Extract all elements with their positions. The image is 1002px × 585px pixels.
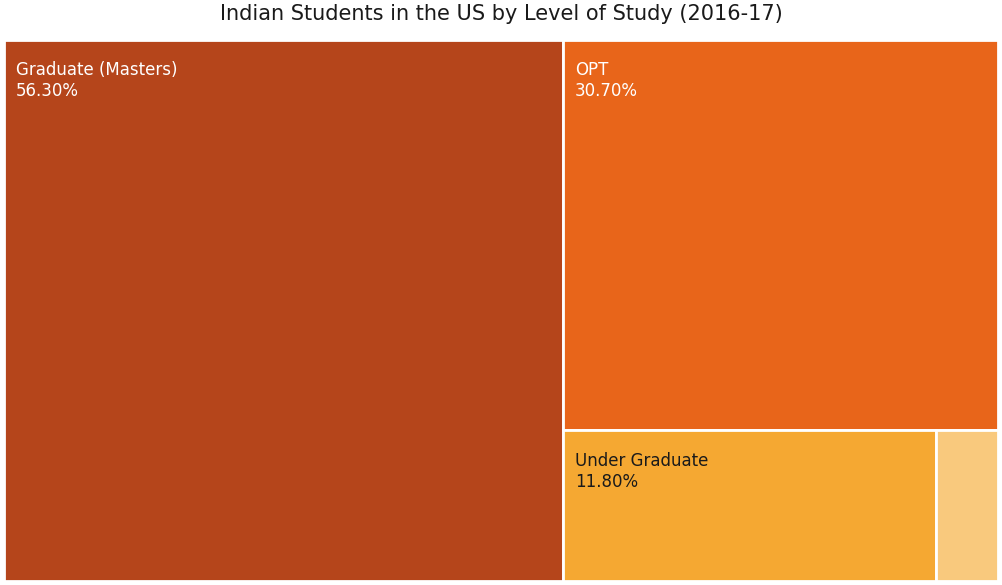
Text: Graduate (Masters)
56.30%: Graduate (Masters) 56.30% bbox=[16, 61, 177, 100]
Bar bbox=[563, 40, 998, 431]
Text: OPT
30.70%: OPT 30.70% bbox=[575, 61, 638, 100]
Bar bbox=[563, 431, 936, 581]
Text: Under Graduate
11.80%: Under Graduate 11.80% bbox=[575, 452, 708, 491]
Bar bbox=[4, 40, 563, 581]
Bar bbox=[936, 431, 998, 581]
Title: Indian Students in the US by Level of Study (2016-17): Indian Students in the US by Level of St… bbox=[219, 4, 783, 24]
